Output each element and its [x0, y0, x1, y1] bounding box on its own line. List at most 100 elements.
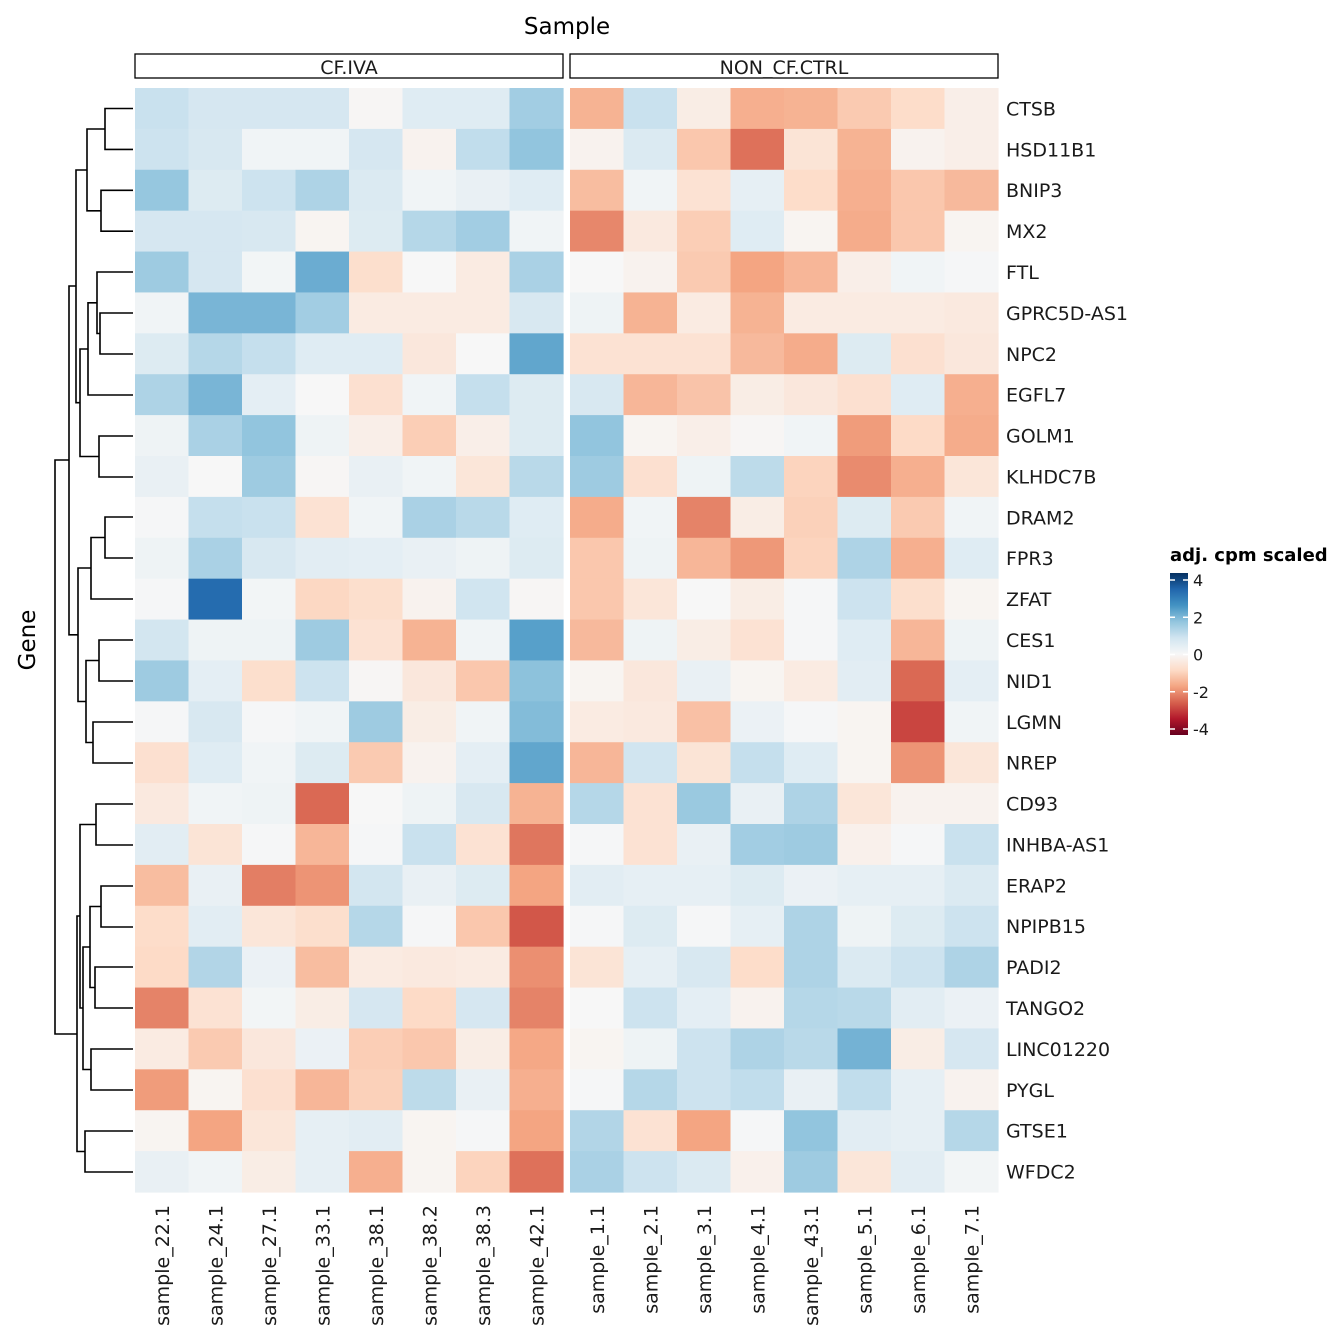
heatmap-cell — [730, 88, 785, 130]
heatmap-cell — [730, 251, 785, 294]
heatmap-cell — [837, 210, 892, 253]
heatmap-cell — [402, 128, 457, 171]
heatmap-cell — [570, 496, 625, 539]
heatmap-cell — [349, 333, 404, 375]
heatmap-cell — [784, 251, 839, 294]
heatmap-cell — [295, 1069, 350, 1111]
heatmap-cell — [944, 1151, 999, 1193]
heatmap-cell — [891, 374, 946, 416]
heatmap-cell — [623, 1028, 678, 1070]
heatmap-cell — [135, 1028, 190, 1070]
heatmap-cell — [623, 742, 678, 784]
column-label: sample_3.1 — [694, 1205, 716, 1314]
heatmap-cell — [730, 905, 785, 948]
heatmap-cell — [349, 292, 404, 334]
heatmap-cell — [509, 374, 564, 416]
heatmap-cell — [349, 946, 404, 989]
y-axis-title: Gene — [15, 610, 41, 671]
heatmap-cell — [623, 210, 678, 253]
heatmap-cell — [188, 1028, 243, 1070]
heatmap-cell — [188, 660, 243, 702]
heatmap-cell — [784, 1110, 839, 1152]
heatmap-cell — [837, 456, 892, 498]
heatmap-cell — [242, 1151, 297, 1193]
heatmap-cell — [837, 578, 892, 621]
legend-tick-label: -2 — [1193, 683, 1209, 702]
heatmap-cell — [509, 578, 564, 621]
row-labels: CTSB HSD11B1 BNIP3 MX2 FTL GPRC5D-AS1 NPC2 EGFL… — [1005, 98, 1128, 1183]
heatmap-cell — [944, 660, 999, 702]
heatmap-cell — [295, 578, 350, 621]
heatmap-cell — [944, 128, 999, 171]
strip-label-cf-iva: CF.IVA — [320, 57, 378, 79]
heatmap-cell — [623, 946, 678, 989]
heatmap-cell — [402, 987, 457, 1030]
heatmap-cell — [456, 415, 511, 457]
heatmap-cell — [570, 1151, 625, 1193]
heatmap-cell — [570, 292, 625, 334]
heatmap-cell — [837, 496, 892, 539]
row-label: FTL — [1006, 262, 1039, 284]
heatmap-cell — [509, 333, 564, 375]
heatmap-cell — [944, 292, 999, 334]
heatmap-cell — [944, 1028, 999, 1070]
heatmap-cell — [837, 783, 892, 825]
heatmap-cell — [891, 415, 946, 457]
column-label: sample_43.1 — [801, 1205, 823, 1326]
heatmap-cell — [295, 1151, 350, 1193]
heatmap-cell — [242, 1028, 297, 1070]
strip-box-non-cf-ctrl — [569, 53, 999, 79]
heatmap-cell — [570, 210, 625, 253]
heatmap-cell — [891, 292, 946, 334]
heatmap-cell — [456, 169, 511, 212]
heatmap-cell — [677, 292, 732, 334]
heatmap-cell — [784, 88, 839, 130]
heatmap-cell — [570, 905, 625, 948]
heatmap-cell — [135, 210, 190, 253]
heatmap-cell — [944, 415, 999, 457]
heatmap-cell — [295, 1110, 350, 1152]
heatmap-cell — [349, 88, 404, 130]
heatmap-cell — [891, 742, 946, 784]
row-label: NID1 — [1006, 671, 1053, 693]
heatmap-cell — [730, 864, 785, 907]
row-label: GPRC5D-AS1 — [1006, 303, 1128, 325]
heatmap-cell — [242, 456, 297, 498]
heatmap-cell — [402, 701, 457, 743]
heatmap-cell — [944, 578, 999, 621]
heatmap-cell — [623, 88, 678, 130]
heatmap-cell — [784, 374, 839, 416]
heatmap-cell — [891, 1028, 946, 1070]
heatmap-cell — [730, 783, 785, 825]
heatmap-cell — [135, 578, 190, 621]
heatmap-cell — [570, 987, 625, 1030]
heatmap-cell — [730, 824, 785, 866]
heatmap-cell — [891, 660, 946, 702]
heatmap-cell — [677, 251, 732, 294]
heatmap-cell — [188, 824, 243, 866]
heatmap-cell — [730, 660, 785, 702]
heatmap-cell — [623, 578, 678, 621]
legend-tick-label: 2 — [1193, 608, 1203, 627]
heatmap-cell — [677, 987, 732, 1030]
heatmap-cell — [295, 374, 350, 416]
heatmap-cell — [456, 537, 511, 580]
heatmap-cell — [509, 415, 564, 457]
heatmap-cell — [677, 619, 732, 662]
heatmap-cell — [509, 88, 564, 130]
heatmap-cell — [784, 701, 839, 743]
heatmap-cell — [402, 333, 457, 375]
heatmap-cell — [242, 1069, 297, 1111]
heatmap-cell — [623, 128, 678, 171]
heatmap-cell — [456, 660, 511, 702]
heatmap-cell — [295, 292, 350, 334]
column-label: sample_38.1 — [366, 1205, 388, 1326]
heatmap-cell — [623, 456, 678, 498]
heatmap-cell — [135, 1110, 190, 1152]
heatmap-cell — [623, 864, 678, 907]
heatmap-cell — [784, 864, 839, 907]
heatmap-cell — [837, 1028, 892, 1070]
heatmap-cell — [944, 987, 999, 1030]
heatmap-cell — [570, 251, 625, 294]
heatmap-cell — [730, 742, 785, 784]
